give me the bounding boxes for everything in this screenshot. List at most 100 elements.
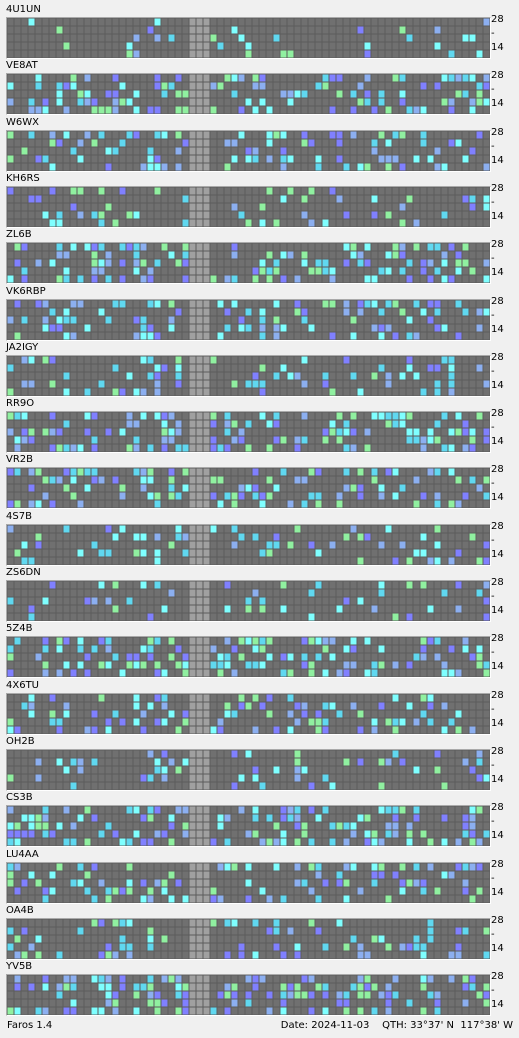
- grid-cell: [315, 637, 322, 645]
- grid-cell: [483, 267, 490, 275]
- grid-cell: [259, 155, 266, 163]
- grid-cell: [392, 316, 399, 323]
- grid-cell: [427, 139, 434, 147]
- grid-cell: [70, 42, 77, 50]
- grid-cell: [14, 694, 21, 702]
- grid-cell: [364, 750, 371, 758]
- grid-cell: [455, 541, 462, 549]
- grid-cell: [399, 372, 406, 380]
- grid-cell: [287, 420, 294, 428]
- grid-cell: [217, 131, 224, 139]
- grid-cell: [154, 549, 161, 557]
- grid-cell: [385, 275, 392, 283]
- grid-cell: [406, 34, 413, 42]
- grid-cell: [294, 300, 301, 307]
- grid-cell: [448, 187, 455, 195]
- grid-cell: [175, 420, 182, 428]
- grid-cell: [175, 155, 182, 163]
- grid-cell: [406, 332, 413, 339]
- grid-cell: [98, 275, 105, 283]
- grid-cell: [119, 388, 126, 396]
- grid-cell: [35, 187, 42, 195]
- grid-cell: [63, 364, 70, 372]
- grid-cell: [84, 412, 91, 420]
- grid-cell: [301, 428, 308, 436]
- grid-cell: [455, 710, 462, 718]
- grid-cell: [70, 332, 77, 339]
- grid-cell: [217, 203, 224, 211]
- grid-cell: [350, 316, 357, 323]
- grid-cell: [14, 428, 21, 436]
- grid-cell: [7, 436, 14, 444]
- grid-cell: [343, 428, 350, 436]
- grid-cell: [84, 82, 91, 90]
- grid-cell: [434, 412, 441, 420]
- grid-cell: [21, 444, 28, 452]
- grid-cell: [343, 106, 350, 114]
- band-label-28: 28: [491, 689, 504, 701]
- grid-cell: [42, 468, 49, 476]
- grid-cell: [385, 195, 392, 203]
- grid-cell: [385, 243, 392, 251]
- grid-cell: [189, 549, 196, 557]
- grid-cell: [336, 484, 343, 492]
- grid-cell: [301, 203, 308, 211]
- grid-cell: [350, 766, 357, 774]
- grid-cell: [266, 308, 273, 315]
- grid-cell: [329, 637, 336, 645]
- grid-cell: [245, 34, 252, 42]
- grid-cell: [322, 74, 329, 82]
- grid-cell: [294, 492, 301, 500]
- grid-cell: [7, 332, 14, 339]
- grid-cell: [259, 661, 266, 669]
- grid-cell: [280, 533, 287, 541]
- grid-cell: [147, 758, 154, 766]
- grid-cell: [294, 645, 301, 653]
- grid-cell: [70, 356, 77, 364]
- grid-cell: [91, 388, 98, 396]
- grid-cell: [308, 420, 315, 428]
- grid-cell: [231, 605, 238, 613]
- grid-cell: [469, 34, 476, 42]
- grid-cell: [175, 549, 182, 557]
- grid-cell: [287, 195, 294, 203]
- grid-cell: [35, 806, 42, 814]
- grid-cell: [147, 525, 154, 533]
- grid-cell: [140, 155, 147, 163]
- grid-cell: [308, 380, 315, 388]
- grid-cell: [126, 782, 133, 790]
- grid-cell: [294, 147, 301, 155]
- grid-cell: [105, 444, 112, 452]
- grid-cell: [147, 492, 154, 500]
- grid-cell: [483, 90, 490, 98]
- grid-cell: [413, 275, 420, 283]
- grid-cell: [35, 380, 42, 388]
- grid-cell: [91, 637, 98, 645]
- grid-cell: [231, 718, 238, 726]
- grid-cell: [14, 90, 21, 98]
- grid-cell: [98, 500, 105, 508]
- grid-cell: [469, 26, 476, 34]
- grid-cell: [63, 541, 70, 549]
- grid-cell: [14, 316, 21, 323]
- grid-cell: [448, 372, 455, 380]
- grid-cell: [224, 637, 231, 645]
- grid-cell: [413, 436, 420, 444]
- grid-cell: [427, 372, 434, 380]
- grid-cell: [448, 82, 455, 90]
- grid-cell: [343, 597, 350, 605]
- grid-cell: [294, 139, 301, 147]
- grid-cell: [259, 106, 266, 114]
- grid-cell: [350, 98, 357, 106]
- grid-cell: [273, 195, 280, 203]
- grid-cell: [469, 50, 476, 58]
- grid-cell: [63, 830, 70, 838]
- grid-cell: [245, 436, 252, 444]
- grid-cell: [140, 782, 147, 790]
- grid-cell: [315, 436, 322, 444]
- grid-cell: [70, 637, 77, 645]
- grid-cell: [301, 243, 308, 251]
- grid-cell: [7, 766, 14, 774]
- grid-cell: [245, 332, 252, 339]
- grid-cell: [63, 557, 70, 565]
